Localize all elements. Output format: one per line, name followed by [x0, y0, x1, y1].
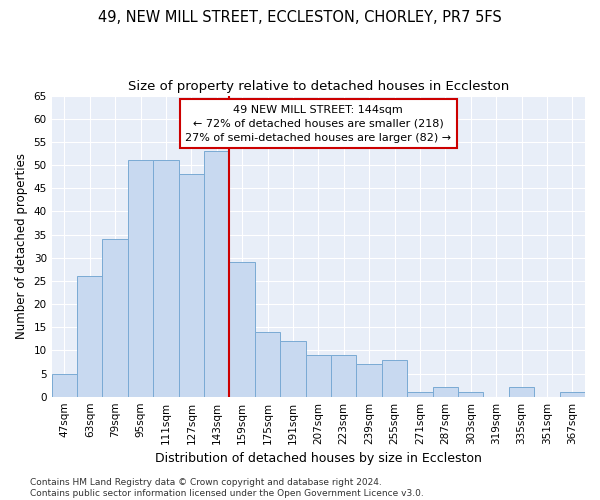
Bar — [103, 239, 128, 396]
Bar — [153, 160, 179, 396]
Bar — [407, 392, 433, 396]
Bar — [204, 151, 229, 396]
Bar — [356, 364, 382, 396]
Bar — [128, 160, 153, 396]
Bar — [509, 388, 534, 396]
Bar — [52, 374, 77, 396]
Bar — [433, 388, 458, 396]
Bar — [179, 174, 204, 396]
Bar — [77, 276, 103, 396]
Bar — [305, 355, 331, 397]
Bar — [255, 332, 280, 396]
Y-axis label: Number of detached properties: Number of detached properties — [15, 153, 28, 339]
Bar — [382, 360, 407, 397]
Text: Contains HM Land Registry data © Crown copyright and database right 2024.
Contai: Contains HM Land Registry data © Crown c… — [30, 478, 424, 498]
Title: Size of property relative to detached houses in Eccleston: Size of property relative to detached ho… — [128, 80, 509, 93]
Bar — [560, 392, 585, 396]
Bar — [229, 262, 255, 396]
Bar — [458, 392, 484, 396]
Bar — [331, 355, 356, 397]
X-axis label: Distribution of detached houses by size in Eccleston: Distribution of detached houses by size … — [155, 452, 482, 465]
Text: 49, NEW MILL STREET, ECCLESTON, CHORLEY, PR7 5FS: 49, NEW MILL STREET, ECCLESTON, CHORLEY,… — [98, 10, 502, 25]
Bar — [280, 341, 305, 396]
Text: 49 NEW MILL STREET: 144sqm
← 72% of detached houses are smaller (218)
27% of sem: 49 NEW MILL STREET: 144sqm ← 72% of deta… — [185, 104, 451, 142]
